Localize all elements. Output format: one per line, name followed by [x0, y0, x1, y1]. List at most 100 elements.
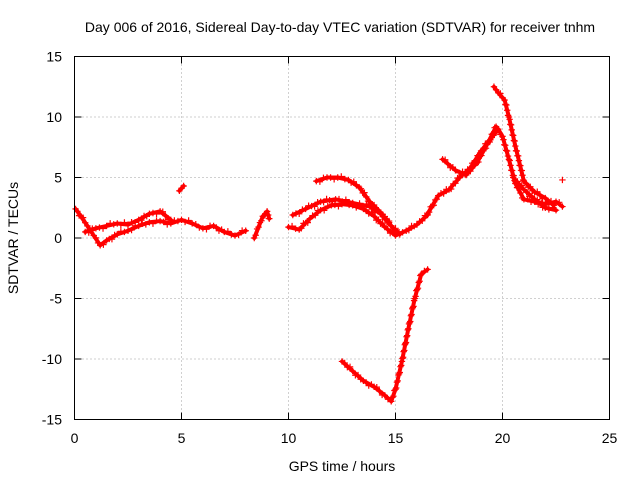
data-marker: [353, 182, 360, 189]
data-marker: [394, 377, 401, 385]
data-marker: [361, 189, 368, 196]
data-marker: [335, 195, 343, 203]
y-tick-label: -10: [42, 351, 62, 367]
data-marker: [534, 196, 541, 203]
data-series-12: [510, 174, 560, 214]
data-marker: [164, 216, 172, 223]
data-marker: [131, 219, 139, 226]
data-marker: [75, 212, 83, 219]
data-marker: [506, 157, 513, 164]
data-marker: [296, 210, 303, 217]
data-series-7: [313, 173, 399, 236]
data-point: [285, 223, 292, 231]
data-marker: [292, 225, 299, 232]
data-marker: [174, 217, 182, 225]
data-marker: [364, 197, 372, 205]
data-marker: [368, 381, 375, 388]
data-series-10: [439, 123, 500, 179]
data-marker: [253, 225, 261, 233]
data-marker: [416, 278, 423, 285]
data-marker: [314, 199, 321, 206]
y-tick-label: 0: [54, 230, 62, 246]
data-marker: [142, 221, 150, 228]
data-marker: [149, 209, 157, 217]
data-marker: [339, 198, 346, 205]
x-tick-label: 25: [602, 430, 618, 446]
data-marker: [404, 326, 411, 334]
data-marker: [397, 363, 404, 370]
data-marker: [411, 223, 418, 230]
data-marker: [515, 157, 523, 164]
x-tick-label: 15: [388, 430, 404, 446]
data-marker: [396, 369, 403, 376]
y-tick-label: 5: [54, 170, 62, 186]
data-marker: [514, 152, 522, 160]
data-marker: [518, 194, 526, 202]
data-marker: [407, 318, 414, 325]
data-marker: [519, 176, 527, 184]
data-marker: [476, 153, 484, 160]
data-point: [492, 123, 500, 130]
data-marker: [192, 220, 199, 228]
data-layer: [72, 83, 566, 405]
grid: [74, 56, 610, 420]
y-tick-labels: -15 -10 -5 0 5 10 15: [42, 49, 62, 428]
data-marker: [395, 370, 403, 377]
data-point: [114, 220, 121, 227]
data-marker: [368, 209, 375, 216]
data-marker: [417, 272, 424, 279]
data-marker: [288, 222, 296, 230]
data-marker: [471, 162, 478, 169]
data-marker: [108, 235, 116, 243]
data-series-9: [424, 125, 566, 217]
data-marker: [376, 387, 383, 395]
data-marker: [519, 172, 526, 179]
data-marker: [206, 222, 214, 230]
data-marker: [467, 167, 474, 175]
data-marker: [121, 219, 128, 226]
data-marker: [323, 195, 330, 203]
data-marker: [407, 312, 415, 319]
data-point: [178, 216, 185, 224]
data-point: [334, 174, 341, 181]
data-marker: [342, 196, 350, 203]
data-marker: [329, 198, 336, 205]
data-marker: [299, 206, 306, 213]
data-point: [349, 199, 356, 207]
data-marker: [99, 225, 107, 232]
data-marker: [373, 205, 380, 213]
data-point: [263, 208, 271, 215]
data-marker: [218, 226, 225, 233]
data-point: [124, 221, 132, 228]
x-tick-label: 10: [281, 430, 297, 446]
data-point: [124, 227, 132, 234]
data-point: [349, 367, 356, 375]
data-marker: [428, 202, 436, 210]
data-marker: [459, 168, 466, 175]
data-marker: [478, 152, 485, 159]
data-marker: [160, 218, 167, 226]
data-marker: [518, 167, 525, 174]
data-point: [289, 211, 296, 219]
data-point: [231, 232, 239, 239]
data-point: [559, 203, 566, 210]
data-marker: [409, 304, 417, 311]
data-marker: [508, 126, 515, 134]
data-marker: [414, 285, 422, 292]
data-marker: [556, 199, 563, 206]
data-marker: [356, 200, 363, 207]
data-marker: [507, 121, 515, 129]
data-series-11: [490, 83, 558, 209]
data-marker: [346, 363, 354, 371]
y-tick-label: 15: [46, 49, 62, 65]
data-marker: [506, 116, 513, 123]
data-marker: [503, 147, 511, 155]
data-marker: [164, 221, 171, 228]
data-marker: [508, 167, 516, 174]
data-marker: [331, 201, 339, 209]
data-point: [199, 225, 207, 232]
data-point: [510, 174, 517, 181]
data-marker: [326, 197, 333, 204]
data-marker: [181, 218, 189, 226]
data-marker: [363, 193, 370, 201]
